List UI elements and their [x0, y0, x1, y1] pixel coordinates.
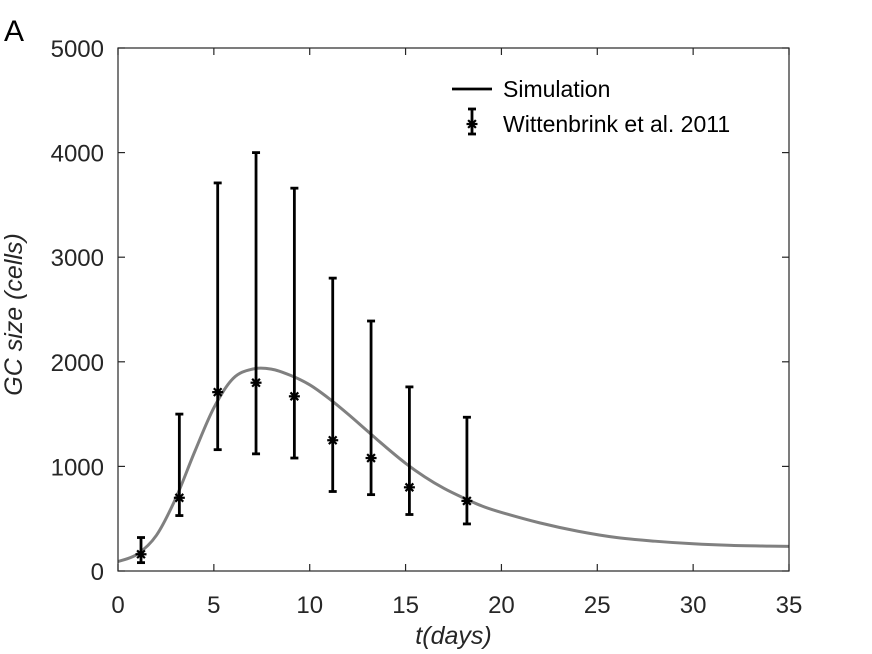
x-tick-label: 5	[207, 592, 220, 619]
data-point	[173, 492, 185, 504]
axes: 0 5 10 15 20 25 30 35 0 1000 2000 3000 4000 5000	[51, 36, 803, 619]
panel-label: A	[4, 15, 24, 48]
y-tick-label: 2000	[51, 350, 104, 377]
x-tick-label: 10	[296, 592, 323, 619]
x-axis-label: t(days)	[415, 622, 491, 650]
data-point	[212, 386, 224, 398]
data-point	[135, 548, 147, 560]
x-tick-label: 30	[680, 592, 707, 619]
legend-marker	[466, 118, 478, 130]
y-tick-label: 0	[91, 559, 104, 586]
y-tick-label: 5000	[51, 36, 104, 63]
y-axis-label: GC size (cells)	[0, 233, 28, 396]
legend-data-label: Wittenbrink et al. 2011	[503, 111, 730, 137]
axes-box	[117, 47, 790, 572]
y-tick-label: 1000	[51, 454, 104, 481]
y-tick-label: 3000	[51, 245, 104, 272]
x-tick-label: 35	[776, 592, 803, 619]
y-tick-label: 4000	[51, 141, 104, 168]
data-point	[461, 495, 473, 507]
data-point	[288, 390, 300, 402]
x-tick-label: 0	[111, 592, 124, 619]
simulation-line	[117, 366, 790, 564]
legend: Simulation Wittenbrink et al. 2011	[452, 76, 730, 137]
legend-simulation-label: Simulation	[503, 76, 610, 102]
x-tick-label: 15	[392, 592, 419, 619]
data-point	[327, 434, 339, 446]
data-point	[250, 377, 262, 389]
x-tick-label: 20	[488, 592, 515, 619]
plot-area	[117, 151, 790, 565]
data-point	[365, 452, 377, 464]
data-point	[403, 481, 415, 493]
x-tick-label: 25	[584, 592, 611, 619]
